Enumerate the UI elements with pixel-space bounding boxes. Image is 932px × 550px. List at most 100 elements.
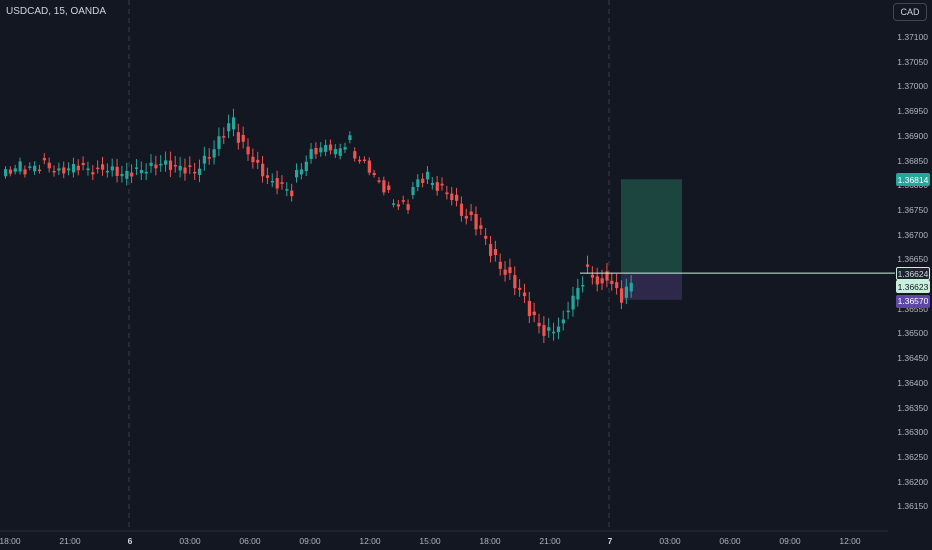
candle-body (552, 331, 556, 334)
candle-body (387, 185, 391, 190)
candle-body (425, 171, 430, 180)
candle-body (105, 170, 110, 173)
price-axis-label: 1.36700 (897, 229, 928, 240)
time-axis-label: 09:00 (299, 536, 321, 546)
candle-body (411, 187, 415, 196)
candle-body (304, 161, 308, 172)
candle-body (571, 295, 575, 310)
candle-body (71, 164, 76, 173)
candle-body (270, 180, 274, 183)
candle-body (280, 182, 284, 184)
price-axis-label: 1.36550 (897, 303, 928, 314)
time-axis-label: 7 (607, 536, 613, 546)
candle-body (619, 288, 624, 303)
candle-body (96, 167, 100, 170)
candle-body (42, 158, 46, 161)
candle-body (445, 192, 449, 195)
candle-body (518, 287, 522, 290)
candle-body (275, 178, 279, 189)
candle-body (576, 287, 580, 300)
candle-body (314, 148, 318, 155)
candle-body (115, 166, 119, 176)
candle-body (231, 117, 236, 130)
candle-body (23, 169, 27, 175)
candle-body (586, 264, 590, 267)
candle-body (435, 182, 439, 191)
candle-body (319, 147, 323, 153)
candle-body (81, 162, 85, 166)
price-axis-label: 1.36900 (897, 130, 928, 141)
candle-body (353, 151, 357, 159)
candle-body (290, 190, 294, 197)
price-axis-label: 1.36650 (897, 254, 928, 265)
candle-body (532, 311, 536, 316)
price-axis-label: 1.37000 (897, 81, 928, 92)
candle-body (537, 322, 541, 327)
candle-body (28, 166, 32, 168)
candle-body (256, 159, 260, 163)
candle-body (222, 136, 226, 138)
time-axis-label: 15:00 (419, 536, 441, 546)
candle-body (33, 165, 37, 172)
time-axis-label: 06:00 (719, 536, 741, 546)
candle-body (4, 169, 8, 177)
price-axis-label: 1.37050 (897, 56, 928, 67)
price-axis-label: 1.36400 (897, 377, 928, 388)
price-axis-label: 1.36950 (897, 106, 928, 117)
candle-body (396, 204, 401, 207)
candle-body (101, 164, 105, 170)
candle-body (498, 261, 502, 269)
candle-body (372, 172, 376, 176)
candle-body (164, 160, 168, 165)
position-target-zone (621, 179, 682, 274)
candle-body (110, 166, 114, 171)
candle-body (188, 165, 192, 167)
candle-body (202, 155, 207, 164)
time-axis-label: 12:00 (839, 536, 861, 546)
candle-body (610, 280, 614, 284)
candle-body (47, 162, 51, 169)
price-axis-label: 1.36250 (897, 451, 928, 462)
candle-body (57, 168, 61, 171)
candle-body (605, 271, 609, 281)
time-axis-label: 18:00 (479, 536, 501, 546)
candle-body (484, 235, 488, 239)
candle-body (149, 162, 153, 166)
candle-body (348, 135, 352, 141)
price-axis-label: 1.36750 (897, 204, 928, 215)
candle-body (469, 211, 473, 216)
candle-body (566, 310, 570, 313)
time-axis-label: 21:00 (59, 536, 81, 546)
candle-body (139, 169, 143, 174)
candle-body (144, 171, 148, 174)
candle-body (590, 274, 595, 278)
candle-body (62, 167, 66, 174)
candle-body (489, 244, 493, 256)
candle-body (421, 178, 425, 183)
candle-body (37, 169, 42, 172)
candle-body (324, 145, 328, 152)
candle-body (392, 203, 396, 205)
candle-body (251, 156, 255, 163)
candle-body (86, 168, 90, 171)
candle-body (265, 175, 270, 178)
price-axis-label: 1.37100 (897, 32, 928, 42)
candle-body (8, 169, 13, 174)
candle-body (556, 326, 561, 333)
candle-body (198, 168, 202, 175)
candle-body (120, 173, 124, 177)
candle-body (358, 159, 362, 162)
target-price-tag: 1.36814 (896, 173, 930, 187)
currency-button[interactable]: CAD (893, 3, 927, 21)
candle-body (401, 200, 405, 202)
candle-body (615, 282, 619, 289)
entry-price-tag: 1.36624 (896, 267, 930, 281)
candle-body (173, 164, 177, 167)
candle-body (333, 148, 337, 155)
candle-body (183, 167, 187, 174)
candle-body (450, 193, 454, 201)
candle-body (168, 160, 173, 170)
candle-body (328, 144, 333, 151)
candle-body (493, 249, 498, 256)
